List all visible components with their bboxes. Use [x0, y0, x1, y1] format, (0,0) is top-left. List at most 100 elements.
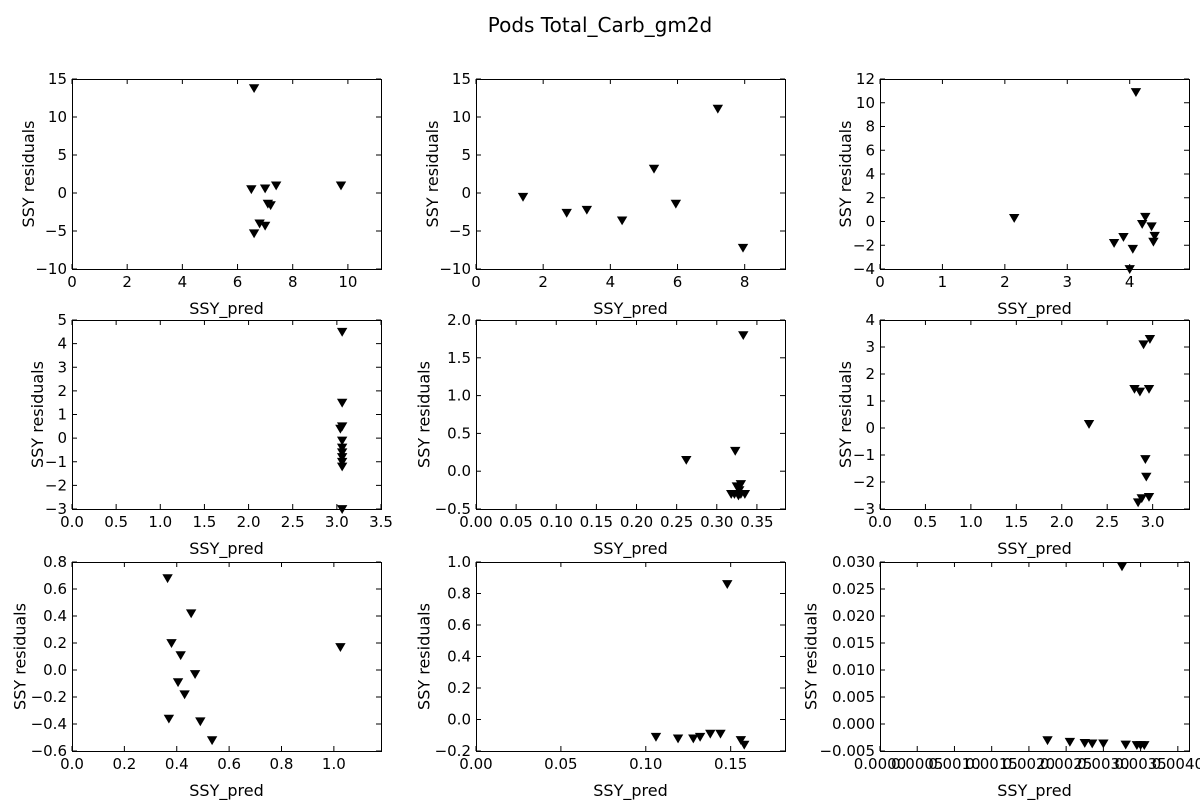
- y-tick-label: 1: [865, 392, 875, 410]
- y-tick-label: −1: [853, 446, 875, 464]
- x-tick-label: 2.0: [237, 513, 261, 531]
- data-point: [712, 104, 724, 114]
- data-point: [737, 243, 749, 253]
- y-tick-label: 0.8: [43, 553, 67, 571]
- x-tick-label: 3.0: [1141, 513, 1165, 531]
- subplot-5: 0.00 0.05 0.10 0.15 0.20 0.25 0.30 0.35 −0.5 0.0 0…: [415, 311, 786, 559]
- data-point: [517, 192, 529, 202]
- x-tick-label: 3.5: [369, 513, 393, 531]
- data-point: [1148, 237, 1159, 247]
- data-point: [1141, 472, 1152, 482]
- y-tick-label: 6: [865, 141, 875, 159]
- x-axis-label: SSY_pred: [997, 781, 1071, 800]
- data-point: [1079, 739, 1090, 748]
- data-point: [336, 327, 348, 337]
- y-tick-label: 5: [57, 311, 67, 329]
- data-point: [1140, 455, 1151, 464]
- y-tick-label: 8: [865, 118, 875, 136]
- x-axis-label: SSY_pred: [593, 299, 667, 319]
- x-tick-label: 0.6: [217, 755, 241, 773]
- y-axis-label: SSY residuals: [19, 121, 38, 228]
- x-tick-label: 1.0: [148, 513, 172, 531]
- x-tick-label: 6: [233, 273, 243, 291]
- x-tick-label: 0.5: [914, 513, 938, 531]
- data-point: [648, 164, 660, 174]
- y-tick-label: −0.4: [31, 715, 67, 733]
- data-point: [581, 205, 593, 215]
- subplot-4: 0.0 0.5 1.0 1.5 2.0 2.5 3.0 3.5 −3 −2 −1 0 1 2 3 4 5 SSY_…: [28, 311, 393, 559]
- x-tick-label: 0.10: [540, 513, 573, 531]
- y-axis-label: SSY residuals: [423, 121, 442, 228]
- data-point: [738, 331, 749, 341]
- data-point: [1098, 739, 1109, 749]
- data-point: [248, 229, 260, 239]
- y-tick-label: −0.2: [435, 742, 471, 760]
- data-point: [722, 580, 733, 589]
- y-tick-label: −2: [853, 236, 875, 254]
- x-tick-label: 0: [67, 273, 77, 291]
- y-tick-label: 10: [48, 108, 67, 126]
- x-tick-label: 2.0: [1050, 513, 1074, 531]
- data-point: [1144, 335, 1156, 344]
- subplot-6: 0.0 0.5 1.0 1.5 2.0 2.5 3.0 −3 −2 −1 0 1 2 3 4 SSY_pred…: [836, 311, 1190, 559]
- data-point: [163, 714, 175, 724]
- y-tick-label: 0: [865, 213, 875, 231]
- data-point: [254, 219, 265, 229]
- y-tick-label: 5: [461, 146, 471, 164]
- y-tick-label: 5: [57, 146, 67, 164]
- y-tick-label: 1.0: [447, 553, 471, 571]
- x-tick-label: 8: [740, 273, 750, 291]
- y-tick-label: 0.015: [832, 634, 875, 652]
- data-point: [730, 446, 741, 456]
- data-point: [1120, 740, 1131, 750]
- x-tick-label: 0.10: [629, 755, 662, 773]
- x-tick-label: 2.5: [1095, 513, 1119, 531]
- data-point: [189, 670, 201, 679]
- plot-area: [476, 79, 786, 270]
- data-point: [185, 609, 197, 619]
- y-tick-label: −5: [449, 222, 471, 240]
- x-tick-label: 0.00: [459, 513, 492, 531]
- y-tick-label: 1.0: [447, 387, 471, 405]
- y-tick-label: 0: [461, 184, 471, 202]
- y-tick-label: 2: [57, 382, 67, 400]
- data-point: [1129, 384, 1140, 394]
- plot-area: [476, 320, 786, 510]
- x-tick-label: 0.0: [868, 513, 892, 531]
- plot-area: [72, 79, 382, 270]
- data-point: [1083, 420, 1095, 429]
- data-point: [335, 181, 347, 191]
- data-point: [335, 643, 346, 652]
- x-tick-label: 2: [1000, 273, 1010, 291]
- data-point: [1134, 387, 1146, 397]
- x-tick-label: 3: [1062, 273, 1072, 291]
- y-tick-label: 0.025: [832, 580, 875, 598]
- x-tick-label: 3.0: [325, 513, 349, 531]
- data-point: [336, 448, 348, 458]
- data-point: [1042, 736, 1053, 746]
- y-tick-label: 0.020: [832, 607, 875, 625]
- x-tick-label: 0.0020: [1003, 755, 1056, 773]
- data-point: [1124, 265, 1135, 274]
- x-tick-label: 0.25: [660, 513, 693, 531]
- data-point: [179, 690, 190, 700]
- x-tick-label: 10: [338, 273, 357, 291]
- y-axis-label: SSY residuals: [836, 361, 855, 468]
- data-point: [1143, 384, 1155, 394]
- x-tick-label: 0.35: [740, 513, 773, 531]
- y-tick-label: 10: [452, 108, 471, 126]
- data-point: [561, 208, 572, 218]
- y-tick-label: 15: [48, 70, 67, 88]
- y-tick-label: −1: [45, 453, 67, 471]
- data-point: [270, 181, 282, 191]
- y-tick-label: 12: [856, 70, 875, 88]
- data-point: [694, 732, 706, 742]
- data-point: [733, 491, 744, 501]
- x-tick-label: 0.30: [700, 513, 733, 531]
- data-point: [1064, 737, 1076, 747]
- x-tick-label: 0: [875, 273, 885, 291]
- data-point: [739, 740, 750, 750]
- y-axis-label: SSY residuals: [415, 361, 434, 468]
